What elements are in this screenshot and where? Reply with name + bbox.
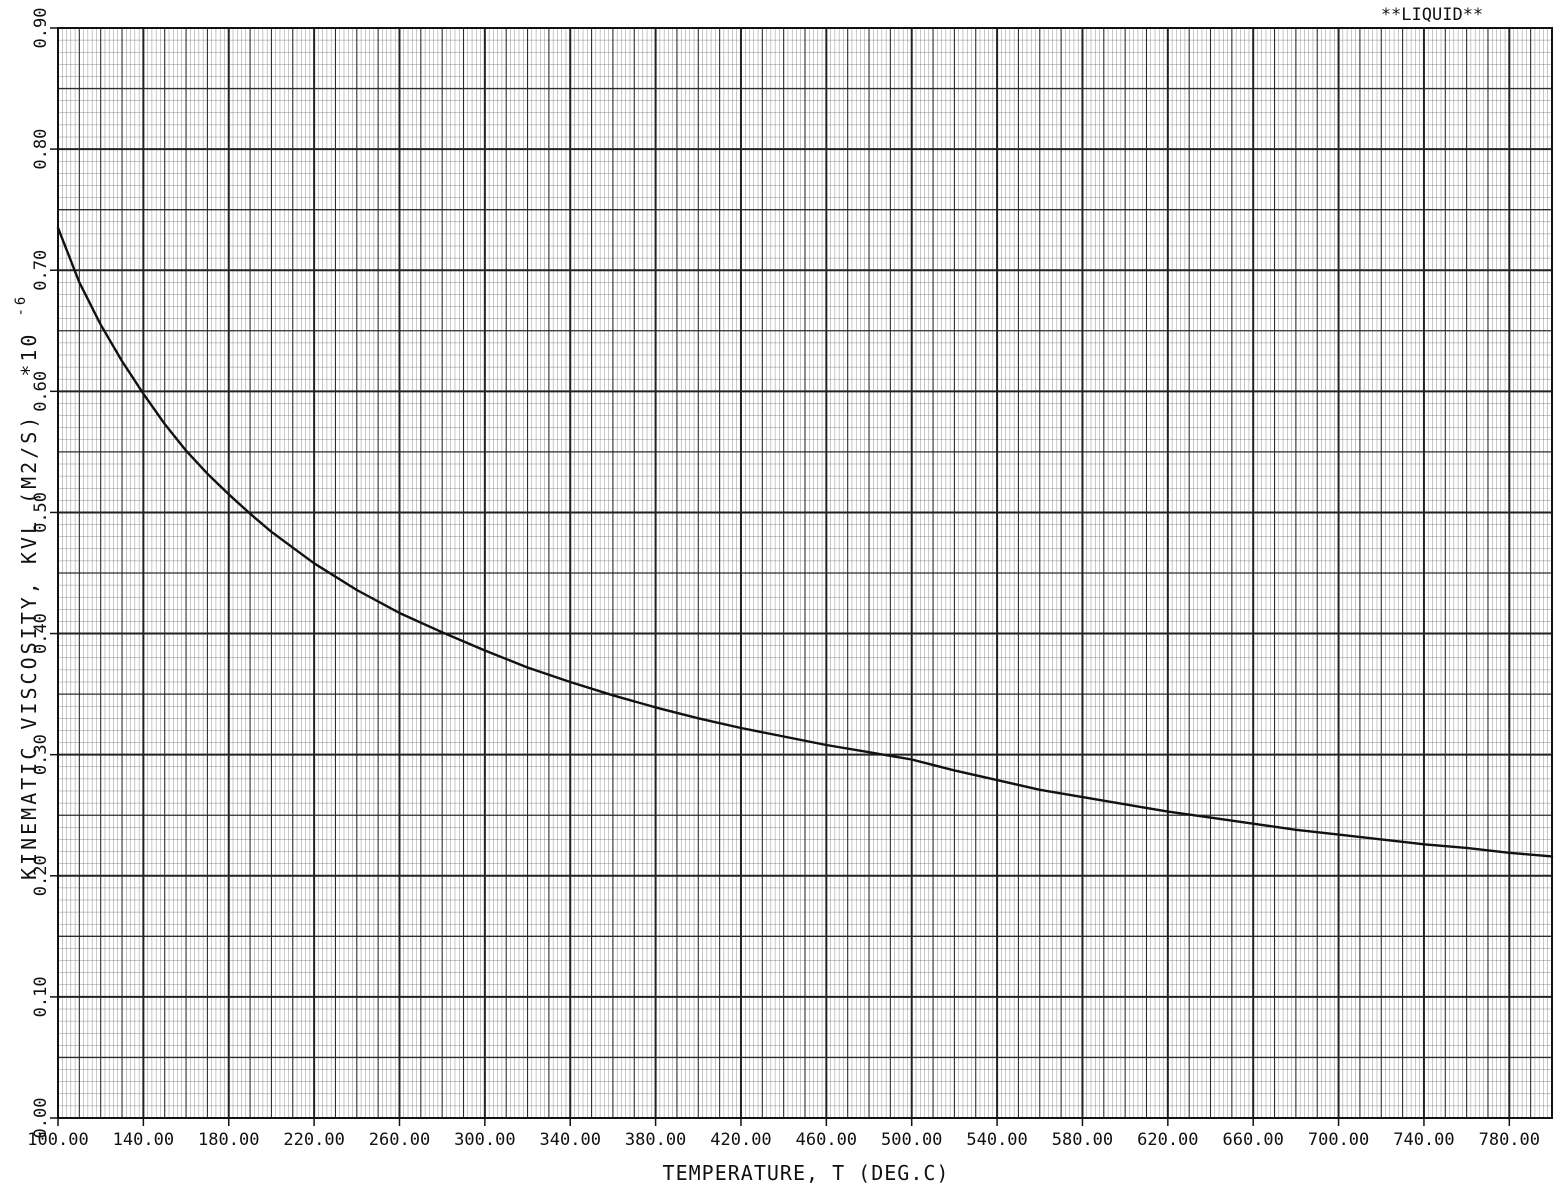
x-tick-label: 780.00 xyxy=(1479,1130,1540,1150)
x-tick-label: 500.00 xyxy=(881,1130,942,1150)
axis-layer xyxy=(50,27,1553,1126)
x-tick-label: 660.00 xyxy=(1222,1130,1283,1150)
plot-frame xyxy=(57,27,1553,1119)
x-tick-label: 420.00 xyxy=(710,1130,771,1150)
y-tick-label: 0.50 xyxy=(31,492,51,533)
y-axis-multiplier: *10 xyxy=(17,332,41,377)
svg-text:KINEMATIC VISCOSITY, KVL (M2/S: KINEMATIC VISCOSITY, KVL (M2/S) *10 -6 xyxy=(13,294,41,880)
x-tick-label: 180.00 xyxy=(198,1130,259,1150)
y-tick-label: 0.90 xyxy=(31,8,51,49)
x-tick-label: 700.00 xyxy=(1308,1130,1369,1150)
y-tick-label: 0.60 xyxy=(31,371,51,412)
x-tick-label: 460.00 xyxy=(796,1130,857,1150)
series-layer xyxy=(56,226,1554,858)
y-axis-label: KINEMATIC VISCOSITY, KVL (M2/S) xyxy=(17,414,41,880)
y-axis-exponent: -6 xyxy=(13,294,29,317)
series-line-kinematic-viscosity xyxy=(56,226,1554,858)
y-tick-label: 0.70 xyxy=(31,250,51,291)
x-axis-label: TEMPERATURE, T (DEG.C) xyxy=(663,1161,950,1185)
chart-title: **LIQUID** xyxy=(1381,5,1483,25)
x-tick-label: 140.00 xyxy=(113,1130,174,1150)
x-tick-label: 380.00 xyxy=(625,1130,686,1150)
y-axis-label-group: KINEMATIC VISCOSITY, KVL (M2/S) *10 -6 xyxy=(13,294,41,880)
x-tick-label: 740.00 xyxy=(1393,1130,1454,1150)
x-tick-label: 340.00 xyxy=(540,1130,601,1150)
y-tick-labels: 0.00 0.10 0.20 0.30 0.40 0.50 0.60 0.70 0.80 0.90 xyxy=(31,8,51,1139)
x-tick-labels: 100.00 140.00 180.00 220.00 260.00 300.00 340.… xyxy=(27,1130,1540,1150)
y-tick-label: 0.20 xyxy=(31,855,51,896)
x-tick-label: 540.00 xyxy=(966,1130,1027,1150)
x-tick-label: 220.00 xyxy=(283,1130,344,1150)
x-tick-label: 580.00 xyxy=(1052,1130,1113,1150)
x-tick-label: 260.00 xyxy=(369,1130,430,1150)
y-tick-label: 0.40 xyxy=(31,613,51,654)
x-tick-label: 300.00 xyxy=(454,1130,515,1150)
y-tick-label: 0.10 xyxy=(31,976,51,1017)
x-tick-label: 100.00 xyxy=(27,1130,88,1150)
y-tick-label: 0.30 xyxy=(31,734,51,775)
y-tick-label: 0.00 xyxy=(31,1098,51,1139)
x-tick-label: 620.00 xyxy=(1137,1130,1198,1150)
grid-layer xyxy=(57,27,1553,1119)
y-tick-label: 0.80 xyxy=(31,129,51,170)
